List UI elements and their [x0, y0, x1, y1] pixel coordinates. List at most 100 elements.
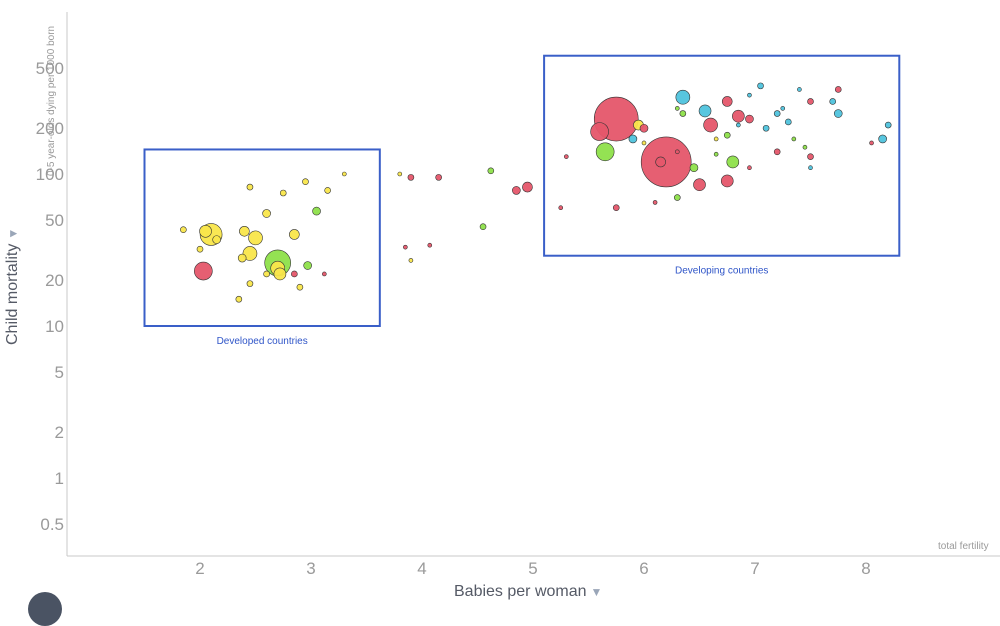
y-tick-label: 100: [36, 165, 64, 184]
bubble-yellow[interactable]: [212, 235, 221, 244]
bubble-cyan[interactable]: [780, 106, 786, 111]
bubble-green[interactable]: [595, 142, 615, 162]
bubble-green[interactable]: [802, 144, 808, 150]
x-tick-label: 8: [861, 559, 870, 578]
bubble-cyan[interactable]: [762, 124, 770, 132]
bubble-cyan[interactable]: [757, 82, 764, 90]
bubble-cyan[interactable]: [784, 118, 792, 126]
bubble-yellow[interactable]: [248, 230, 263, 246]
bubble-yellow[interactable]: [279, 189, 287, 197]
bubble-yellow[interactable]: [263, 270, 270, 278]
bubble-green[interactable]: [674, 106, 680, 111]
bubble-green[interactable]: [791, 136, 797, 142]
bubble-red[interactable]: [407, 174, 415, 181]
bubble-cyan[interactable]: [808, 165, 813, 171]
bubble-yellow[interactable]: [242, 246, 258, 261]
bubble-yellow[interactable]: [196, 245, 204, 253]
bubble-red[interactable]: [640, 136, 692, 188]
bubble-cyan[interactable]: [833, 109, 843, 118]
bubble-red[interactable]: [674, 149, 680, 155]
bubble-yellow[interactable]: [397, 171, 403, 177]
bubble-red[interactable]: [747, 165, 752, 171]
y-tick-label: 1: [55, 469, 64, 488]
bubble-green[interactable]: [723, 131, 731, 139]
bubble-red[interactable]: [834, 86, 842, 93]
bubble-yellow[interactable]: [273, 267, 287, 281]
bubble-red[interactable]: [703, 117, 718, 133]
bubble-yellow[interactable]: [246, 183, 254, 191]
play-button[interactable]: [28, 592, 62, 626]
bubble-red[interactable]: [655, 156, 666, 168]
bubble-yellow[interactable]: [713, 136, 719, 142]
bubble-red[interactable]: [773, 148, 781, 156]
bubble-red[interactable]: [512, 186, 521, 195]
bubble-red[interactable]: [720, 174, 734, 188]
bubble-red[interactable]: [291, 270, 298, 278]
bubble-green[interactable]: [689, 163, 699, 173]
bubble-red[interactable]: [522, 181, 533, 193]
bubble-yellow[interactable]: [199, 224, 212, 238]
bubble-red[interactable]: [563, 154, 569, 159]
bubble-green[interactable]: [303, 261, 312, 270]
bubble-yellow[interactable]: [408, 258, 414, 263]
bubble-yellow[interactable]: [341, 171, 347, 177]
x-tick-label: 4: [417, 559, 426, 578]
y-tick-label: 500: [36, 59, 64, 78]
bubble-yellow[interactable]: [289, 229, 300, 240]
bubble-red[interactable]: [194, 261, 213, 281]
bubble-yellow[interactable]: [324, 187, 331, 194]
y-tick-label: 50: [45, 211, 64, 230]
bubble-red[interactable]: [590, 122, 609, 141]
bubble-cyan[interactable]: [773, 110, 781, 117]
y-axis-title-text: Child mortality: [4, 243, 21, 345]
bubble-cyan[interactable]: [747, 92, 752, 98]
y-axis-title[interactable]: Child mortality ▼: [4, 228, 22, 345]
bubble-green[interactable]: [479, 223, 487, 231]
bubble-cyan[interactable]: [797, 87, 802, 92]
bubble-yellow[interactable]: [239, 225, 250, 237]
bubble-cyan[interactable]: [736, 122, 741, 128]
bubble-green[interactable]: [312, 206, 321, 216]
bubble-red[interactable]: [652, 200, 658, 205]
bubble-red[interactable]: [639, 123, 649, 133]
bubble-green[interactable]: [713, 151, 719, 157]
bubble-red[interactable]: [732, 109, 745, 123]
bubble-red[interactable]: [869, 140, 874, 146]
bubble-cyan[interactable]: [675, 89, 691, 105]
x-axis-dropdown-icon[interactable]: ▼: [590, 585, 603, 599]
bubble-red[interactable]: [403, 244, 408, 250]
y-tick-labels: 500 200 100 50 20 10 5 2 1 0.5: [36, 59, 64, 534]
bubble-red[interactable]: [721, 96, 733, 107]
bubble-cyan[interactable]: [878, 134, 887, 144]
bubble-red[interactable]: [693, 178, 706, 192]
y-tick-label: 20: [45, 271, 64, 290]
y-axis-subtitle: 0-5 year-olds dying per 1000 born: [46, 25, 57, 176]
bubble-red[interactable]: [807, 153, 814, 160]
bubble-red[interactable]: [807, 98, 814, 105]
bubble-green[interactable]: [679, 110, 687, 117]
bubble-yellow[interactable]: [235, 295, 243, 303]
bubble-red[interactable]: [558, 205, 564, 211]
bubble-red[interactable]: [612, 204, 620, 212]
bubble-green[interactable]: [487, 167, 495, 175]
bubble-yellow[interactable]: [237, 253, 247, 263]
bubble-red[interactable]: [745, 114, 754, 124]
bubble-green[interactable]: [673, 194, 681, 201]
bubble-red[interactable]: [435, 174, 442, 181]
bubble-yellow[interactable]: [641, 140, 647, 146]
bubble-cyan[interactable]: [698, 104, 712, 118]
bubble-green[interactable]: [726, 155, 740, 169]
bubble-yellow[interactable]: [180, 226, 187, 234]
bubble-cyan[interactable]: [628, 134, 638, 144]
y-axis-dropdown-icon[interactable]: ▼: [6, 227, 20, 240]
axes: [66, 12, 1000, 557]
x-axis-title[interactable]: Babies per woman ▼: [454, 583, 602, 601]
bubble-cyan[interactable]: [829, 98, 837, 105]
bubble-red[interactable]: [322, 271, 327, 277]
bubble-cyan[interactable]: [884, 121, 892, 129]
bubble-yellow[interactable]: [296, 283, 304, 291]
bubble-yellow[interactable]: [262, 209, 271, 218]
bubble-yellow[interactable]: [246, 280, 254, 287]
bubble-yellow[interactable]: [302, 178, 309, 185]
bubble-red[interactable]: [427, 242, 433, 248]
